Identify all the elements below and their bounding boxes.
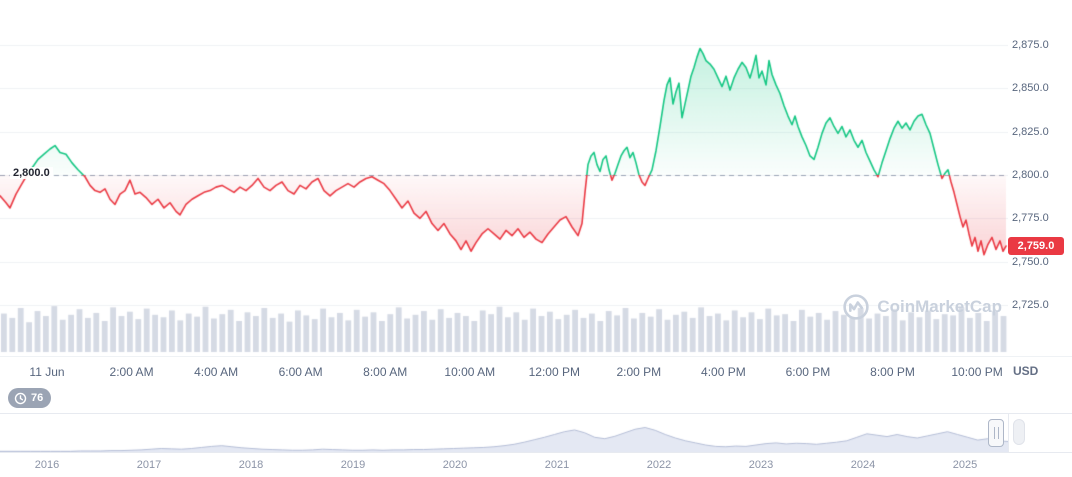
history-count-badge[interactable]: 76 [8, 388, 52, 408]
year-axis-label: 2019 [340, 459, 366, 471]
time-axis-label: 8:00 AM [363, 365, 408, 379]
year-axis-label: 2024 [850, 459, 876, 471]
watermark-text: CoinMarketCap [877, 297, 1002, 316]
time-axis-label: 12:00 PM [528, 365, 580, 379]
navigator-divider [1008, 414, 1009, 452]
price-axis-label: 2,725.0 [1012, 299, 1049, 311]
clock-icon [14, 392, 27, 404]
time-axis-label: 4:00 AM [194, 365, 239, 379]
year-axis-label: 2020 [442, 459, 468, 471]
year-axis-label: 2018 [238, 459, 264, 471]
price-axis-label: 2,750.0 [1012, 255, 1049, 268]
time-axis-label: 4:00 PM [701, 365, 746, 379]
year-axis-label: 2016 [34, 459, 60, 471]
coinmarketcap-logo-icon [843, 294, 869, 320]
coinmarketcap-watermark: CoinMarketCap [843, 294, 1002, 320]
price-axis-label: 2,775.0 [1012, 212, 1049, 225]
time-axis-label: 2:00 PM [616, 365, 662, 379]
year-axis-label: 2021 [544, 459, 570, 471]
time-axis-label: 6:00 PM [785, 365, 831, 379]
price-axis-label: 2,825.0 [1012, 125, 1049, 138]
history-count: 76 [31, 392, 44, 404]
price-axis-label: 2,875.0 [1012, 39, 1049, 51]
time-axis-label: 10:00 PM [951, 365, 1003, 379]
time-axis-label: 2:00 AM [109, 365, 154, 379]
current-price-badge: 2,759.0 [1008, 237, 1064, 256]
currency-unit-label: USD [1013, 364, 1039, 378]
range-navigator[interactable] [0, 413, 1072, 453]
time-axis-label: 11 Jun [29, 365, 65, 379]
baseline-price-label: 2,800.0 [10, 167, 53, 179]
price-axis-label: 2,800.0 [1012, 169, 1049, 181]
time-axis-label: 8:00 PM [870, 365, 915, 379]
year-axis-label: 2023 [748, 459, 774, 471]
year-axis-label: 2025 [952, 459, 978, 471]
time-axis-label: 6:00 AM [278, 365, 323, 379]
navigator-canvas[interactable] [0, 414, 1008, 452]
price-axis-label: 2,850.0 [1012, 82, 1049, 95]
time-axis-label: 10:00 AM [444, 365, 496, 379]
year-axis-label: 2017 [136, 459, 162, 471]
year-axis-label: 2022 [646, 459, 672, 471]
navigator-handle[interactable] [988, 419, 1004, 447]
time-axis-line [0, 356, 1072, 357]
price-chart-canvas[interactable] [0, 0, 1008, 356]
scrollbar-thumb[interactable] [1013, 419, 1025, 445]
